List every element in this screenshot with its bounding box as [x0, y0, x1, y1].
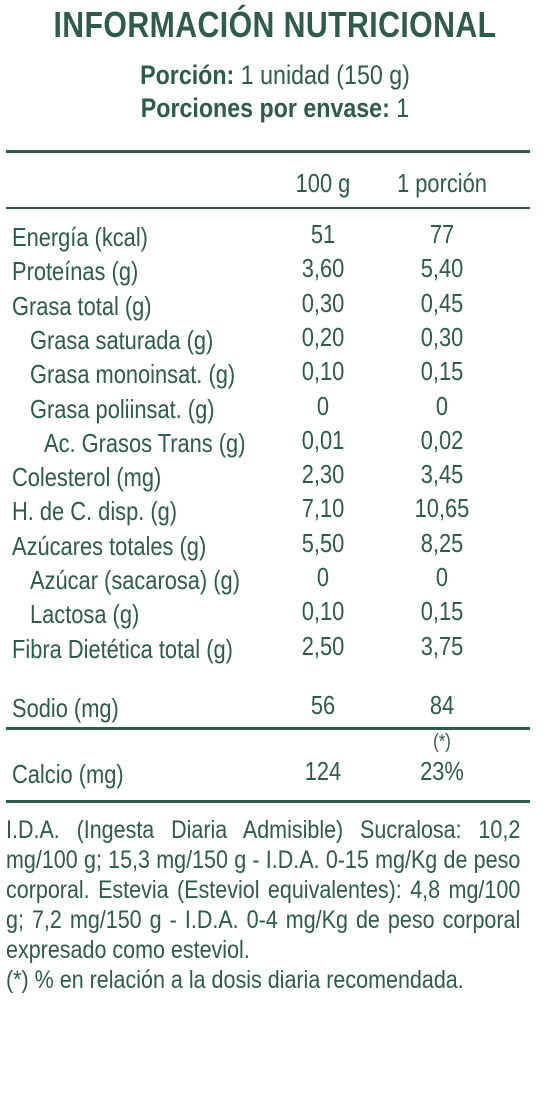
servings-label: Porciones por envase:: [140, 93, 390, 123]
nutrient-label: Azúcar (sacarosa) (g): [30, 565, 240, 595]
nutrient-value-per100: 0,10: [301, 356, 345, 386]
footnotes: I.D.A. (Ingesta Diaria Admisible) Sucral…: [6, 815, 520, 995]
nutrient-value-per100: 0,10: [301, 596, 345, 626]
nutrient-label: H. de C. disp. (g): [12, 496, 178, 526]
sodium-per-serving: 84: [429, 690, 455, 720]
nutrient-value-per100: 3,60: [301, 253, 345, 283]
nutrient-value-per100: 0,20: [301, 322, 345, 352]
calcium-per100: 124: [304, 756, 342, 786]
nutrient-value-per-serving: 3,75: [420, 631, 464, 661]
nutrient-label: Colesterol (mg): [12, 462, 162, 492]
nutrient-label: Grasa total (g): [12, 291, 152, 321]
nutrient-value-per-serving: 0,15: [420, 356, 464, 386]
page-title: INFORMACIÓN NUTRICIONAL: [53, 4, 497, 45]
bottom-divider: [6, 800, 530, 803]
header-divider: [6, 207, 530, 209]
nutrient-value-per100: 0,01: [301, 425, 345, 455]
nutrient-value-per-serving: 10,65: [414, 493, 470, 523]
nutrient-value-per100: 51: [310, 219, 336, 249]
nutrient-value-per-serving: 0,30: [420, 322, 464, 352]
nutrient-label: Grasa saturada (g): [30, 325, 214, 355]
sodium-label: Sodio (mg): [12, 693, 119, 723]
nutrient-value-per100: 0,30: [301, 288, 345, 318]
nutrient-value-per-serving: 5,40: [420, 253, 464, 283]
nutrient-value-per-serving: 0: [435, 391, 449, 421]
servings-value: 1: [396, 93, 410, 123]
column-header-100g: 100 g: [295, 168, 351, 198]
nutrient-value-per100: 0: [316, 391, 330, 421]
nutrient-label: Energía (kcal): [12, 222, 148, 252]
nutrient-value-per-serving: 0,45: [420, 288, 464, 318]
calcium-note-mark: (*): [433, 731, 451, 753]
nutrient-value-per-serving: 8,25: [420, 528, 464, 558]
serving-value: 1 unidad (150 g): [240, 60, 410, 90]
top-divider: [6, 150, 530, 153]
nutrient-value-per100: 7,10: [301, 493, 345, 523]
nutrient-label: Fibra Dietética total (g): [12, 634, 233, 664]
nutrient-value-per-serving: 0: [435, 562, 449, 592]
nutrient-value-per-serving: 0,02: [420, 425, 464, 455]
nutrient-label: Grasa poliinsat. (g): [30, 394, 215, 424]
serving-label: Porción:: [140, 60, 235, 90]
sodium-divider: [6, 727, 530, 730]
servings-per-package: Porciones por envase: 1: [39, 93, 512, 124]
nutrient-label: Grasa monoinsat. (g): [30, 359, 236, 389]
calcium-per-serving: 23%: [420, 756, 464, 786]
ida-footnote: I.D.A. (Ingesta Diaria Admisible) Sucral…: [6, 816, 521, 964]
nutrient-value-per100: 5,50: [301, 528, 345, 558]
nutrient-value-per100: 0: [316, 562, 330, 592]
sodium-per100: 56: [310, 690, 336, 720]
nutrient-label: Azúcares totales (g): [12, 531, 207, 561]
nutrient-label: Proteínas (g): [12, 256, 139, 286]
calcium-label: Calcio (mg): [12, 759, 124, 789]
column-header-serving: 1 porción: [397, 168, 487, 198]
nutrient-value-per100: 2,50: [301, 631, 345, 661]
nutrient-label: Lactosa (g): [30, 599, 140, 629]
nutrient-value-per-serving: 0,15: [420, 596, 464, 626]
nutrient-label: Ac. Grasos Trans (g): [44, 428, 246, 458]
serving-size: Porción: 1 unidad (150 g): [39, 60, 512, 91]
nutrient-value-per-serving: 77: [429, 219, 455, 249]
nutrient-value-per100: 2,30: [301, 459, 345, 489]
percent-footnote: (*) % en relación a la dosis diaria reco…: [6, 966, 464, 994]
nutrient-value-per-serving: 3,45: [420, 459, 464, 489]
